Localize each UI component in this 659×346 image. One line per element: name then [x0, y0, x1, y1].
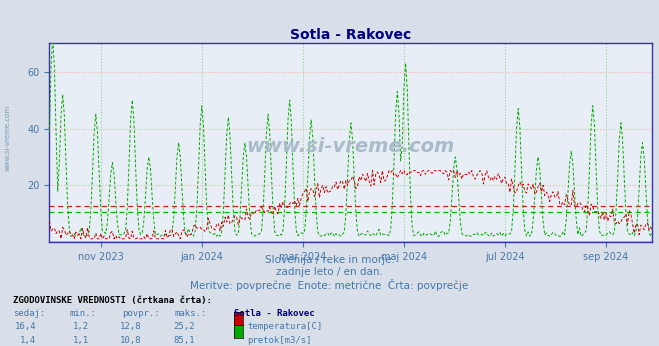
- Text: 1,1: 1,1: [73, 336, 89, 345]
- Text: 85,1: 85,1: [173, 336, 194, 345]
- Text: povpr.:: povpr.:: [122, 309, 159, 318]
- Text: 1,4: 1,4: [20, 336, 36, 345]
- Text: www.si-vreme.com: www.si-vreme.com: [5, 105, 11, 172]
- Text: maks.:: maks.:: [175, 309, 207, 318]
- Text: 16,4: 16,4: [14, 322, 36, 331]
- Text: ZGODOVINSKE VREDNOSTI (črtkana črta):: ZGODOVINSKE VREDNOSTI (črtkana črta):: [13, 296, 212, 305]
- Text: Sotla - Rakovec: Sotla - Rakovec: [234, 309, 314, 318]
- Text: Slovenija / reke in morje.: Slovenija / reke in morje.: [264, 255, 395, 265]
- Title: Sotla - Rakovec: Sotla - Rakovec: [291, 28, 411, 42]
- Text: 10,8: 10,8: [120, 336, 142, 345]
- Text: Meritve: povprečne  Enote: metrične  Črta: povprečje: Meritve: povprečne Enote: metrične Črta:…: [190, 279, 469, 291]
- Text: sedaj:: sedaj:: [13, 309, 45, 318]
- Text: 12,8: 12,8: [120, 322, 142, 331]
- Text: min.:: min.:: [69, 309, 96, 318]
- Text: pretok[m3/s]: pretok[m3/s]: [247, 336, 312, 345]
- Text: 25,2: 25,2: [173, 322, 194, 331]
- Text: temperatura[C]: temperatura[C]: [247, 322, 322, 331]
- Text: zadnje leto / en dan.: zadnje leto / en dan.: [276, 267, 383, 277]
- Text: www.si-vreme.com: www.si-vreme.com: [246, 137, 455, 156]
- Text: 1,2: 1,2: [73, 322, 89, 331]
